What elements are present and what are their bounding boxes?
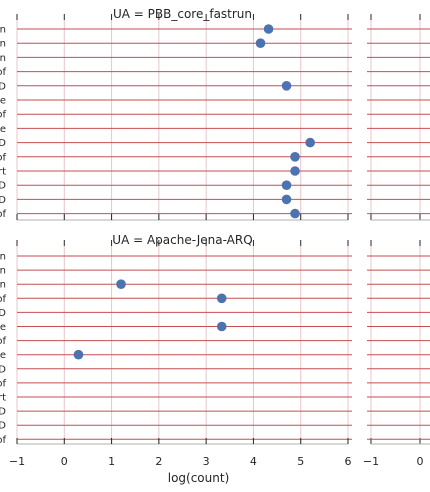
row-label: of	[0, 152, 6, 163]
x-tick-label: 4	[250, 455, 257, 468]
data-point	[73, 349, 84, 360]
facet-panel-2: nnnofDeofeDofrtDDofUA = Apache-Jena-ARQ−…	[0, 233, 352, 485]
data-point	[290, 152, 300, 162]
facet-panels: nnnofDeofeDofrtDDofUA = PBB_core_fastrun…	[0, 7, 352, 485]
row-label: n	[0, 39, 6, 50]
row-label: of	[0, 67, 6, 78]
x-tick-label: 1	[108, 455, 115, 468]
row-label: e	[0, 322, 6, 333]
x-tick-label: 2	[155, 455, 162, 468]
side-tick-label: 0	[417, 455, 424, 468]
row-label: D	[0, 181, 6, 192]
row-label: n	[0, 280, 6, 291]
row-label: rt	[0, 167, 6, 178]
row-label: of	[0, 378, 6, 389]
row-label: n	[0, 252, 6, 263]
data-point	[263, 24, 274, 34]
x-tick-label: 6	[345, 455, 352, 468]
panel-title: UA = PBB_core_fastrun	[113, 7, 252, 21]
x-tick-label: 0	[61, 455, 68, 468]
data-point	[281, 180, 292, 190]
row-label: D	[0, 407, 6, 418]
x-tick-label: 5	[297, 455, 304, 468]
data-point	[305, 137, 315, 148]
side-tick-label: −1	[363, 455, 379, 468]
data-point	[216, 293, 227, 304]
data-point	[290, 166, 300, 176]
data-point	[281, 194, 292, 205]
data-point	[216, 321, 227, 332]
data-point	[116, 279, 126, 290]
side-panel-2: −1 0	[363, 240, 430, 468]
row-label: n	[0, 266, 6, 277]
row-label: e	[0, 96, 6, 107]
row-label: of	[0, 336, 6, 347]
row-label: e	[0, 350, 6, 361]
side-panels: −1 0	[363, 14, 430, 468]
row-label: D	[0, 138, 6, 149]
facet-panel-1: nnnofDeofeDofrtDDofUA = PBB_core_fastrun	[0, 7, 352, 221]
panel-title: UA = Apache-Jena-ARQ	[112, 233, 252, 247]
row-label: rt	[0, 393, 6, 404]
row-label: of	[0, 110, 6, 121]
row-label: D	[0, 308, 6, 319]
row-label: of	[0, 435, 6, 446]
x-tick-label: −1	[9, 455, 25, 468]
row-label: D	[0, 81, 6, 92]
x-axis-label: log(count)	[168, 471, 230, 485]
row-label: D	[0, 364, 6, 375]
data-point	[290, 208, 300, 219]
side-panel-1	[367, 14, 430, 221]
x-tick-label: 3	[203, 455, 210, 468]
row-label: of	[0, 209, 6, 220]
row-label: n	[0, 25, 6, 36]
row-label: D	[0, 421, 6, 432]
data-point	[281, 81, 292, 91]
row-label: of	[0, 294, 6, 305]
data-point	[255, 38, 266, 48]
row-label: D	[0, 195, 6, 206]
row-label: e	[0, 124, 6, 135]
row-label: n	[0, 53, 6, 64]
